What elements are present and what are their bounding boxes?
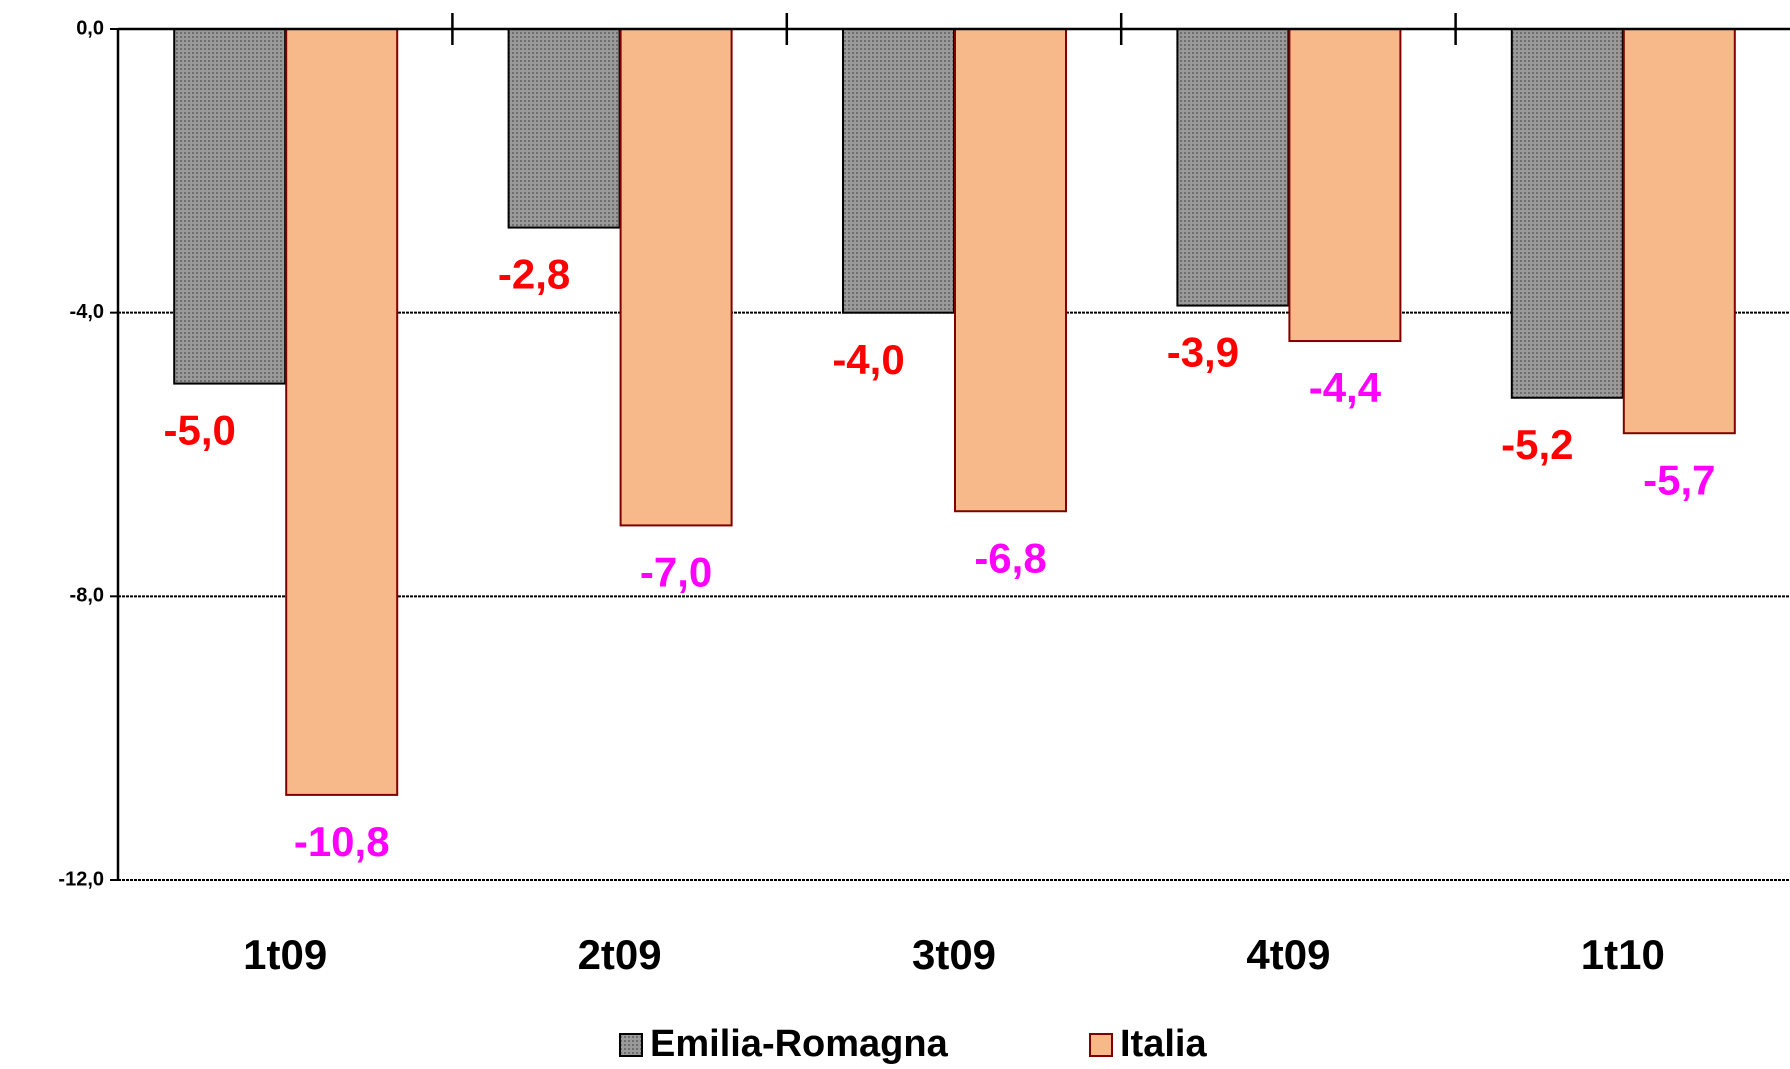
data-label: -5,0	[164, 407, 236, 454]
legend-swatch	[619, 1033, 643, 1057]
data-label: -5,7	[1643, 456, 1715, 503]
bar	[1622, 28, 1736, 435]
y-tick-label: -4,0	[70, 301, 104, 323]
bar	[507, 28, 621, 229]
bar	[842, 28, 955, 314]
x-tick-label: 1t09	[243, 931, 327, 978]
y-tick-label: -12,0	[58, 868, 104, 890]
x-tick-label: 2t09	[578, 931, 662, 978]
bar	[173, 28, 287, 385]
bar	[954, 28, 1067, 513]
bar	[619, 28, 733, 527]
bar	[1288, 28, 1402, 343]
data-label: -3,9	[1167, 329, 1239, 376]
legend-label: Italia	[1120, 1023, 1207, 1065]
x-tick-label: 3t09	[912, 931, 996, 978]
legend-swatch	[1089, 1033, 1113, 1057]
bar	[285, 28, 399, 796]
x-tick-label: 1t10	[1581, 931, 1665, 978]
data-label: -10,8	[294, 818, 390, 865]
data-label: -4,0	[832, 336, 904, 383]
y-tick-label: -8,0	[70, 585, 104, 607]
legend-label: Emilia-Romagna	[650, 1023, 949, 1065]
data-label: -5,2	[1501, 421, 1573, 468]
bar	[1510, 28, 1624, 399]
data-label: -7,0	[640, 549, 712, 596]
data-label: -4,4	[1309, 364, 1382, 411]
data-label: -2,8	[498, 251, 570, 298]
x-tick-label: 4t09	[1246, 931, 1330, 978]
bar	[1176, 28, 1290, 307]
y-tick-label: 0,0	[76, 17, 104, 39]
data-label: -6,8	[974, 534, 1046, 581]
